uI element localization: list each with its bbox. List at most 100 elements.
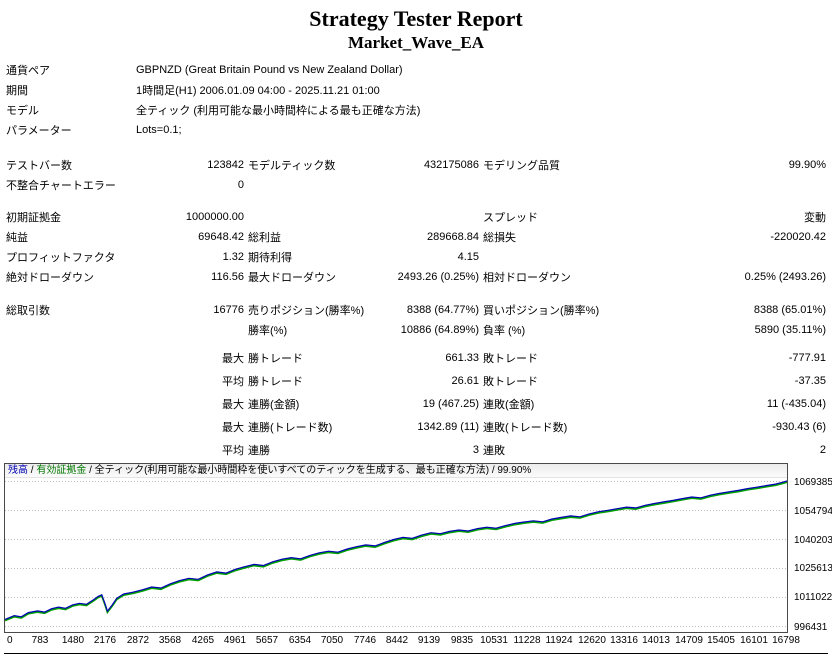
report-label: 全ティック (利用可能な最小時間枠による最も正確な方法) bbox=[136, 105, 421, 117]
report-label bbox=[4, 320, 134, 340]
report-row: パラメーター Lots=0.1; bbox=[4, 120, 828, 140]
chart-y-axis: 996431 1011022 1025613 1040203 1054794 106938… bbox=[794, 463, 832, 633]
report-value bbox=[371, 175, 481, 195]
report-value: 1.32 bbox=[222, 251, 244, 263]
report-label: スプレッド bbox=[483, 212, 538, 224]
report-value bbox=[371, 207, 481, 227]
x-axis-tick-label: 14709 bbox=[675, 635, 703, 646]
report-label: 最大ドローダウン bbox=[248, 272, 336, 284]
report-label: パラメーター bbox=[6, 125, 72, 137]
report-value: 2 bbox=[819, 443, 826, 456]
legend-text: / bbox=[28, 465, 37, 476]
report-row: 初期証拠金 1000000.00 スプレッド 変動 bbox=[4, 207, 828, 227]
report-label: 連敗(金額) bbox=[483, 398, 535, 411]
report-label: 期待利得 bbox=[248, 252, 292, 264]
report-value: 8388 (65.01%) bbox=[753, 304, 826, 316]
report-row: 最大 勝トレード 661.33 敗トレード -777.91 bbox=[4, 346, 828, 369]
report-row: モデル 全ティック (利用可能な最小時間枠による最も正確な方法) bbox=[4, 100, 828, 120]
report-value: 0 bbox=[237, 179, 244, 191]
legend-balance-label: 残高 bbox=[8, 465, 28, 476]
spacer-row bbox=[4, 140, 828, 155]
report-label: 勝率(%) bbox=[248, 325, 288, 337]
report-value: -37.35 bbox=[794, 374, 826, 387]
report-label: 敗トレード bbox=[483, 352, 538, 365]
x-axis-tick-label: 13316 bbox=[610, 635, 638, 646]
report-value: 平均 bbox=[222, 375, 244, 388]
report-label: 連敗 bbox=[483, 444, 505, 457]
report-row: 不整合チャートエラー 0 bbox=[4, 175, 828, 195]
x-axis-tick-label: 11924 bbox=[545, 635, 573, 646]
report-label: 初期証拠金 bbox=[6, 212, 61, 224]
y-axis-tick-label: 1040203 bbox=[794, 535, 832, 546]
report-value: 123842 bbox=[207, 159, 244, 171]
spacer-cell bbox=[4, 140, 828, 155]
report-value bbox=[606, 247, 828, 267]
y-axis-tick-label: 1054794 bbox=[794, 506, 832, 517]
x-axis-tick-label: 10531 bbox=[480, 635, 508, 646]
report-label: モデリング品質 bbox=[483, 160, 560, 172]
report-label: 不整合チャートエラー bbox=[6, 180, 116, 192]
x-axis-tick-label: 6354 bbox=[288, 635, 312, 646]
report-value: 10886 (64.89%) bbox=[400, 324, 479, 336]
x-axis-tick-label: 7050 bbox=[320, 635, 344, 646]
spacer-row bbox=[4, 287, 828, 300]
report-label bbox=[481, 247, 606, 267]
x-axis-tick-label: 5657 bbox=[255, 635, 279, 646]
report-row: プロフィットファクタ 1.32 期待利得 4.15 bbox=[4, 247, 828, 267]
report-label: 1時間足(H1) 2006.01.09 04:00 - 2025.11.21 0… bbox=[136, 85, 380, 97]
x-axis-tick-label: 16101 bbox=[740, 635, 768, 646]
y-axis-tick-label: 1069385 bbox=[794, 477, 832, 488]
report-label: モデル bbox=[6, 105, 39, 117]
report-value: 432175086 bbox=[423, 159, 479, 171]
report-value: 最大 bbox=[222, 421, 244, 434]
report-value: 289668.84 bbox=[427, 231, 479, 243]
legend-equity-label: 有効証拠金 bbox=[36, 465, 87, 476]
report-label: Lots=0.1; bbox=[136, 124, 182, 136]
report-label bbox=[246, 207, 371, 227]
report-value: 最大 bbox=[222, 398, 244, 411]
spacer-cell bbox=[4, 287, 828, 300]
report-label: 絶対ドローダウン bbox=[6, 272, 94, 284]
report-value: 5890 (35.11%) bbox=[754, 324, 826, 336]
balance-chart: 残高 / 有効証拠金 / 全ティック(利用可能な最小時間枠を使いすべてのティック… bbox=[4, 463, 832, 654]
report-label bbox=[4, 415, 134, 438]
report-label bbox=[4, 346, 134, 369]
report-row: 最大 連勝(トレード数) 1342.89 (11) 連敗(トレード数) -930.43 … bbox=[4, 415, 828, 438]
x-axis-tick-label: 4265 bbox=[191, 635, 215, 646]
report-header: Strategy Tester Report Market_Wave_EA bbox=[0, 6, 832, 53]
x-axis-tick-label: 9139 bbox=[417, 635, 441, 646]
y-axis-tick-label: 1011022 bbox=[794, 592, 832, 603]
report-row: 総取引数 16776 売りポジション(勝率%) 8388 (64.77%) 買いポジショ… bbox=[4, 300, 828, 320]
x-axis-tick-label: 3568 bbox=[158, 635, 182, 646]
report-row: 通貨ペア GBPNZD (Great Britain Pound vs New Z… bbox=[4, 60, 828, 80]
report-row: 平均 勝トレード 26.61 敗トレード -37.35 bbox=[4, 369, 828, 392]
report-row: 絶対ドローダウン 116.56 最大ドローダウン 2493.26 (0.25%) 相対ド… bbox=[4, 267, 828, 287]
report-value: 11 (-435.04) bbox=[766, 397, 826, 410]
report-label bbox=[481, 175, 606, 195]
report-value: -930.43 (6) bbox=[772, 420, 826, 433]
spacer-row bbox=[4, 195, 828, 207]
report-label: 売りポジション(勝率%) bbox=[248, 305, 365, 317]
report-row: 勝率(%) 10886 (64.89%) 負率 (%) 5890 (35.11%) bbox=[4, 320, 828, 340]
report-label: 総利益 bbox=[248, 232, 281, 244]
report-value: 変動 bbox=[804, 212, 826, 224]
report-value: 8388 (64.77%) bbox=[406, 304, 479, 316]
report-label: GBPNZD (Great Britain Pound vs New Zeala… bbox=[136, 64, 403, 76]
report-table: 通貨ペア GBPNZD (Great Britain Pound vs New Z… bbox=[4, 60, 828, 461]
report-value: 69648.42 bbox=[198, 231, 244, 243]
report-value: 4.15 bbox=[457, 251, 479, 263]
report-label bbox=[4, 392, 134, 415]
x-axis-tick-label: 1480 bbox=[61, 635, 85, 646]
report-label: 勝トレード bbox=[248, 375, 303, 388]
chart-x-axis: 0 783 1480 2176 2872 3568 4265 4961 5657 6354 7050… bbox=[4, 635, 828, 649]
x-axis-tick-label: 2872 bbox=[126, 635, 150, 646]
report-value: 19 (467.25) bbox=[422, 397, 479, 410]
report-value: 26.61 bbox=[451, 374, 479, 387]
report-label: 連勝(金額) bbox=[248, 398, 300, 411]
report-label bbox=[4, 369, 134, 392]
report-label: 負率 (%) bbox=[483, 325, 526, 337]
report-value: 最大 bbox=[222, 352, 244, 365]
report-label: 期間 bbox=[6, 85, 28, 97]
report-label: 通貨ペア bbox=[6, 65, 50, 77]
